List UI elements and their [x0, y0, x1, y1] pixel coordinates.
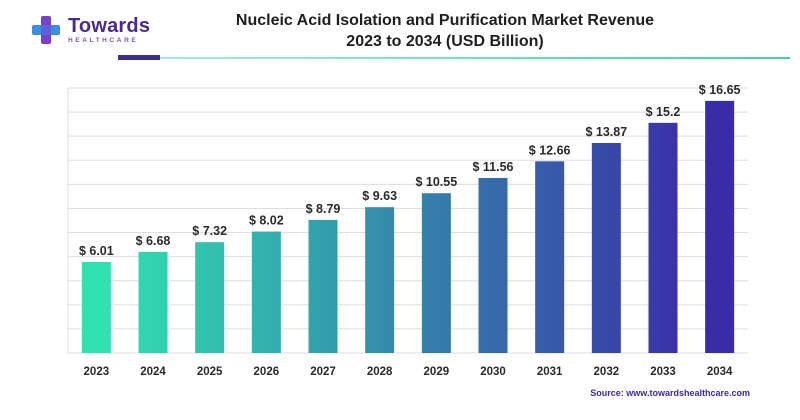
- value-labels: $ 6.01 $ 6.68 $ 7.32 $ 8.02 $ 8.79 $ 9.63 $ 10…: [79, 83, 741, 258]
- value-label-2023: $ 6.01: [79, 244, 114, 258]
- bars: [81, 100, 735, 353]
- bar-2032: [591, 142, 621, 353]
- value-label-2029: $ 10.55: [415, 175, 457, 189]
- source-note: Source: www.towardshealthcare.com: [590, 388, 750, 398]
- value-label-2027: $ 8.79: [306, 202, 341, 216]
- title-divider: [150, 57, 790, 59]
- bar-2034: [705, 100, 735, 353]
- value-label-2031: $ 12.66: [529, 143, 571, 157]
- brand-logo: Towards HEALTHCARE: [30, 14, 150, 46]
- value-label-2028: $ 9.63: [362, 189, 397, 203]
- bar-2030: [478, 177, 508, 353]
- bar-2029: [421, 193, 451, 353]
- bar-2028: [365, 207, 395, 353]
- x-tick-2033: 2033: [650, 366, 676, 378]
- plus-cross-logo-icon: [32, 16, 60, 44]
- x-tick-2031: 2031: [537, 366, 563, 378]
- bar-2025: [195, 242, 225, 353]
- x-tick-2024: 2024: [140, 366, 166, 378]
- bar-2033: [648, 122, 678, 353]
- x-tick-2030: 2030: [480, 366, 506, 378]
- title-divider-accent: [118, 55, 160, 60]
- value-label-2026: $ 8.02: [249, 214, 284, 228]
- x-tick-2028: 2028: [367, 366, 393, 378]
- bar-2027: [308, 219, 338, 353]
- value-label-2032: $ 13.87: [585, 125, 627, 139]
- x-tick-2029: 2029: [424, 366, 450, 378]
- value-label-2030: $ 11.56: [472, 160, 513, 174]
- brand-subtitle: HEALTHCARE: [68, 36, 139, 44]
- x-tick-2034: 2034: [707, 366, 733, 378]
- chart-title-line-2: 2023 to 2034 (USD Billion): [346, 33, 544, 51]
- chart-title-line-1: Nucleic Acid Isolation and Purification …: [235, 12, 655, 29]
- value-label-2034: $ 16.65: [699, 83, 741, 97]
- grid-lines: [67, 87, 748, 354]
- value-label-2024: $ 6.68: [136, 234, 171, 248]
- x-tick-2025: 2025: [197, 366, 223, 378]
- x-axis-ticks: 2023 2024 2025 2026 2027 2028 2029 2030 2031 2032…: [84, 366, 734, 378]
- x-tick-2023: 2023: [84, 366, 110, 378]
- bar-2023: [81, 261, 111, 353]
- value-label-2025: $ 7.32: [192, 224, 227, 238]
- bar-2026: [251, 231, 281, 353]
- x-tick-2032: 2032: [594, 366, 620, 378]
- value-label-2033: $ 15.2: [646, 105, 681, 119]
- bar-2031: [535, 161, 565, 353]
- bar-2024: [138, 251, 168, 353]
- brand-name: Towards: [68, 14, 151, 37]
- x-tick-2027: 2027: [310, 366, 336, 378]
- chart-title: Nucleic Acid Isolation and Purification …: [150, 10, 740, 52]
- x-tick-2026: 2026: [254, 366, 280, 378]
